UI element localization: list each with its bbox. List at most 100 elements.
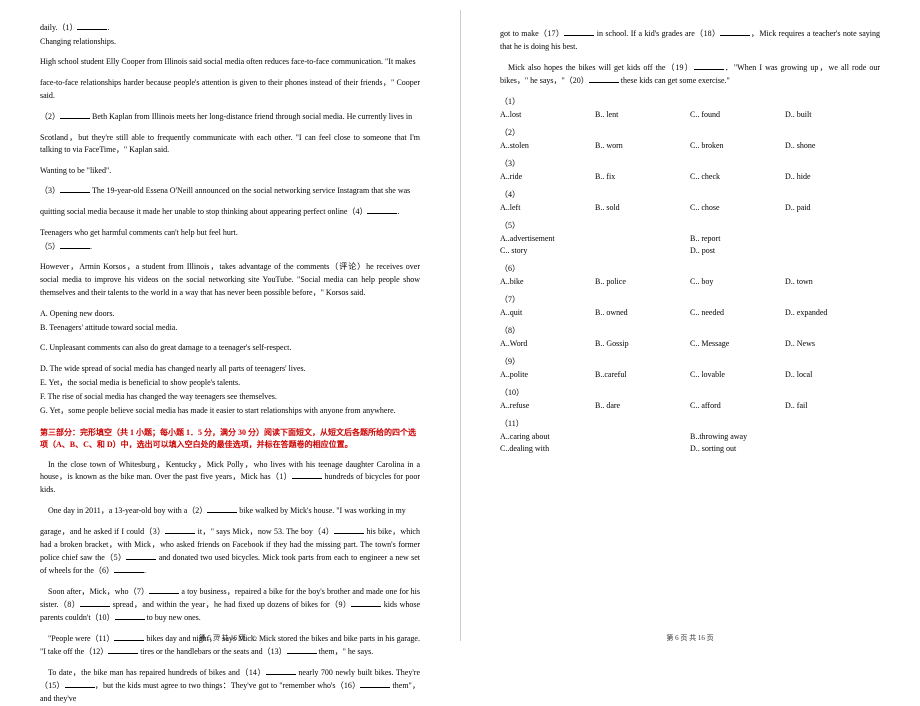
text: ，but the kids must agree to two things：T… bbox=[95, 681, 361, 690]
text: in school. If a kid's grades are（18） bbox=[594, 29, 720, 38]
choice: A. Opening new doors. bbox=[40, 308, 420, 320]
text: Beth Kaplan from Illinois meets her long… bbox=[90, 112, 412, 121]
answer-option: D.. local bbox=[785, 370, 880, 379]
answer-option: A..caring about bbox=[500, 432, 690, 441]
answer-option: A..advertisement bbox=[500, 234, 690, 243]
text: Soon after，Mick，who（7） bbox=[48, 587, 149, 596]
choice: B. Teenagers' attitude toward social med… bbox=[40, 322, 420, 334]
answer-row: A..politeB..carefulC.. lovableD.. local bbox=[500, 370, 880, 379]
answer-option: A..left bbox=[500, 203, 595, 212]
blank bbox=[77, 22, 107, 30]
text: Mick also hopes the bikes will get kids … bbox=[508, 63, 694, 72]
answer-option: D.. hide bbox=[785, 172, 880, 181]
questions-container: （1）A..lostB.. lentC.. foundD.. built（2）A… bbox=[500, 96, 880, 453]
answer-row: A..lostB.. lentC.. foundD.. built bbox=[500, 110, 880, 119]
answer-option: C.. boy bbox=[690, 277, 785, 286]
answer-option: D.. News bbox=[785, 339, 880, 348]
answer-option: A..polite bbox=[500, 370, 595, 379]
answer-row: C.. storyD.. post bbox=[500, 246, 880, 255]
page-container: daily.（1）. Changing relationships. High … bbox=[0, 0, 920, 651]
answer-option: B..careful bbox=[595, 370, 690, 379]
answer-option: C.. check bbox=[690, 172, 785, 181]
text: To date，the bike man has repaired hundre… bbox=[48, 668, 266, 677]
answer-option: D.. shone bbox=[785, 141, 880, 150]
answer-option: B.. report bbox=[690, 234, 880, 243]
blank bbox=[266, 667, 296, 675]
answer-option: B..throwing away bbox=[690, 432, 880, 441]
choice: E. Yet，the social media is beneficial to… bbox=[40, 377, 420, 389]
question-number: （2） bbox=[500, 127, 880, 138]
para: face-to-face relationships harder becaus… bbox=[40, 77, 420, 103]
blank bbox=[351, 599, 381, 607]
blank bbox=[367, 206, 397, 214]
answer-row: A..refuseB.. dareC.. affordD.. fail bbox=[500, 401, 880, 410]
para: To date，the bike man has repaired hundre… bbox=[40, 667, 420, 706]
blank bbox=[108, 646, 138, 654]
para: In the close town of Whitesburg，Kentucky… bbox=[40, 459, 420, 498]
answer-option: A..Word bbox=[500, 339, 595, 348]
text: （5） bbox=[40, 242, 60, 251]
blank bbox=[80, 599, 110, 607]
blank bbox=[126, 552, 156, 560]
answer-option: B.. lent bbox=[595, 110, 690, 119]
para: garage，and he asked if I could（3） it，" s… bbox=[40, 526, 420, 578]
text: One day in 2011，a 13-year-old boy with a… bbox=[48, 506, 207, 515]
text: . bbox=[144, 566, 146, 575]
text: tires or the handlebars or the seats and… bbox=[138, 647, 286, 656]
para: daily.（1）. bbox=[40, 22, 420, 34]
para: Mick also hopes the bikes will get kids … bbox=[500, 62, 880, 88]
blank bbox=[60, 185, 90, 193]
blank bbox=[207, 505, 237, 513]
answer-option: C.. story bbox=[500, 246, 690, 255]
answer-option: C.. broken bbox=[690, 141, 785, 150]
answer-option: A..ride bbox=[500, 172, 595, 181]
blank bbox=[165, 526, 195, 534]
answer-option: B.. police bbox=[595, 277, 690, 286]
para: One day in 2011，a 13-year-old boy with a… bbox=[40, 505, 420, 518]
answer-option: C.. Message bbox=[690, 339, 785, 348]
question-number: （7） bbox=[500, 294, 880, 305]
answer-option: D.. post bbox=[690, 246, 880, 255]
answer-option: C.. needed bbox=[690, 308, 785, 317]
text: . bbox=[90, 242, 92, 251]
text: spread，and within the year，he had fixed … bbox=[110, 600, 351, 609]
answer-option: A..stolen bbox=[500, 141, 595, 150]
footer-text: 第 5 页 共 16 页 bbox=[199, 634, 246, 642]
answer-option: A..lost bbox=[500, 110, 595, 119]
question-number: （3） bbox=[500, 158, 880, 169]
text: these kids can get some exercise." bbox=[619, 76, 730, 85]
blank bbox=[114, 565, 144, 573]
question-number: （10） bbox=[500, 387, 880, 398]
text: it，" says Mick，now 53. The boy（4） bbox=[195, 527, 334, 536]
blank bbox=[334, 526, 364, 534]
question-number: （4） bbox=[500, 189, 880, 200]
choice: D. The wide spread of social media has c… bbox=[40, 363, 420, 375]
choice: G. Yet，some people believe social media … bbox=[40, 405, 420, 417]
text: garage，and he asked if I could（3） bbox=[40, 527, 165, 536]
blank bbox=[564, 28, 594, 36]
answer-option: B.. fix bbox=[595, 172, 690, 181]
text: （2） bbox=[40, 112, 60, 121]
answer-option: C.. chose bbox=[690, 203, 785, 212]
para: （5）. bbox=[40, 241, 420, 253]
question-number: （11） bbox=[500, 418, 880, 429]
text: them，" he says. bbox=[317, 647, 374, 656]
para: Wanting to be "liked". bbox=[40, 165, 420, 177]
answer-option: C.. lovable bbox=[690, 370, 785, 379]
answer-row: A..advertisementB.. report bbox=[500, 234, 880, 243]
answer-option: D.. expanded bbox=[785, 308, 880, 317]
question-number: （9） bbox=[500, 356, 880, 367]
blank bbox=[60, 241, 90, 249]
question-number: （5） bbox=[500, 220, 880, 231]
text: . bbox=[107, 23, 109, 32]
answer-option: A..refuse bbox=[500, 401, 595, 410]
text: quitting social media because it made he… bbox=[40, 207, 367, 216]
para: got to make（17） in school. If a kid's gr… bbox=[500, 28, 880, 54]
page-footer: 第 5 页 共 16 页 ◇ bbox=[0, 633, 460, 643]
para: However，Armin Korsos，a student from Illi… bbox=[40, 261, 420, 299]
answer-option: D.. town bbox=[785, 277, 880, 286]
answer-row: C..dealing withD.. sorting out bbox=[500, 444, 880, 453]
answer-option: B.. Gossip bbox=[595, 339, 690, 348]
blank bbox=[360, 680, 390, 688]
text: daily.（1） bbox=[40, 23, 77, 32]
